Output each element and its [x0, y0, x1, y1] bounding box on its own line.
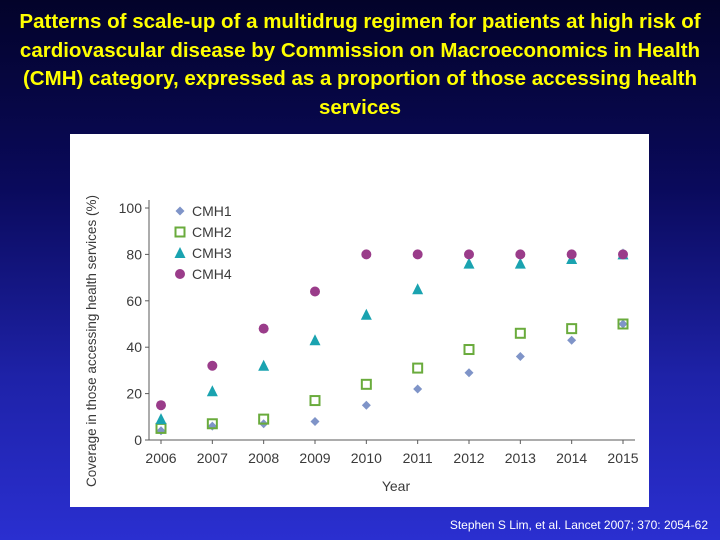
data-point-cmh3	[412, 283, 424, 295]
data-point-cmh3	[155, 413, 167, 425]
y-tick-label: 0	[134, 432, 142, 448]
data-point-cmh4	[566, 249, 577, 260]
legend-label: CMH4	[192, 266, 232, 282]
data-point-cmh3	[206, 385, 218, 397]
data-point-cmh4	[361, 249, 372, 260]
series-cmh1	[156, 319, 628, 436]
legend-item-cmh4: CMH4	[175, 266, 232, 282]
x-tick-label: 2007	[197, 450, 228, 466]
legend-label: CMH2	[192, 224, 232, 240]
data-point-cmh3	[258, 359, 270, 371]
data-point-cmh4	[618, 249, 628, 260]
legend-label: CMH3	[192, 245, 232, 261]
chart-panel: Coverage in those accessing health servi…	[70, 134, 649, 507]
legend-item-cmh3: CMH3	[174, 245, 232, 261]
x-tick-label: 2012	[453, 450, 484, 466]
data-point-cmh4	[310, 286, 320, 297]
y-tick-label: 60	[126, 293, 142, 309]
x-tick-label: 2006	[145, 450, 176, 466]
data-point-cmh3	[309, 334, 321, 346]
data-point-cmh1	[464, 368, 474, 378]
legend-marker	[175, 206, 185, 216]
data-point-cmh3	[360, 308, 372, 320]
data-point-cmh2	[309, 395, 321, 407]
data-point-cmh1	[618, 319, 628, 329]
x-tick-label: 2008	[248, 450, 279, 466]
data-point-cmh3	[514, 257, 526, 269]
y-tick-label: 100	[119, 200, 143, 216]
data-point-cmh2	[206, 418, 218, 430]
data-point-cmh4	[258, 323, 269, 334]
legend: CMH1 CMH2 CMH3 CMH4	[174, 203, 232, 282]
data-point-cmh1	[567, 335, 577, 345]
data-points-group	[155, 248, 629, 436]
x-tick-label: 2014	[556, 450, 587, 466]
data-point-cmh4	[207, 360, 218, 371]
citation: Stephen S Lim, et al. Lancet 2007; 370: …	[449, 518, 708, 532]
legend-label: CMH1	[192, 203, 232, 219]
x-tick-label: 2011	[403, 450, 433, 466]
data-point-cmh1	[413, 384, 423, 394]
slide-title: Patterns of scale-up of a multidrug regi…	[19, 10, 701, 119]
y-tick-label: 40	[126, 339, 142, 355]
data-point-cmh1	[361, 400, 371, 410]
data-point-cmh4	[464, 249, 474, 260]
data-point-cmh1	[515, 351, 525, 361]
x-tick-label: 2009	[299, 450, 330, 466]
data-point-cmh3	[463, 257, 475, 269]
x-tick-label: 2010	[351, 450, 382, 466]
data-point-cmh2	[360, 378, 372, 390]
data-point-cmh4	[412, 249, 423, 260]
legend-item-cmh2: CMH2	[174, 224, 232, 240]
series-cmh2	[155, 318, 629, 434]
y-tick-label: 80	[126, 246, 142, 262]
x-axis-label: Year	[382, 478, 411, 494]
data-point-cmh4	[515, 249, 526, 260]
data-point-cmh1	[310, 416, 320, 426]
series-cmh4	[156, 249, 628, 411]
data-point-cmh2	[514, 327, 526, 339]
data-point-cmh2	[617, 318, 629, 330]
legend-marker	[175, 269, 185, 279]
x-tick-label: 2013	[505, 450, 536, 466]
axes-group: 0 20 40 60 80 100 2006 2007 2008 2009 2010 2011 2012…	[119, 200, 639, 466]
data-point-cmh2	[412, 362, 424, 374]
scatter-chart: Coverage in those accessing health servi…	[84, 195, 639, 494]
legend-marker	[174, 247, 186, 258]
y-axis-label: Coverage in those accessing health servi…	[84, 195, 99, 487]
data-point-cmh2	[566, 323, 578, 335]
legend-item-cmh1: CMH1	[175, 203, 232, 219]
y-tick-label: 20	[126, 386, 142, 402]
legend-marker	[174, 226, 186, 238]
x-tick-label: 2015	[607, 450, 638, 466]
data-point-cmh2	[258, 413, 270, 425]
data-point-cmh2	[463, 344, 475, 356]
data-point-cmh4	[156, 400, 166, 411]
